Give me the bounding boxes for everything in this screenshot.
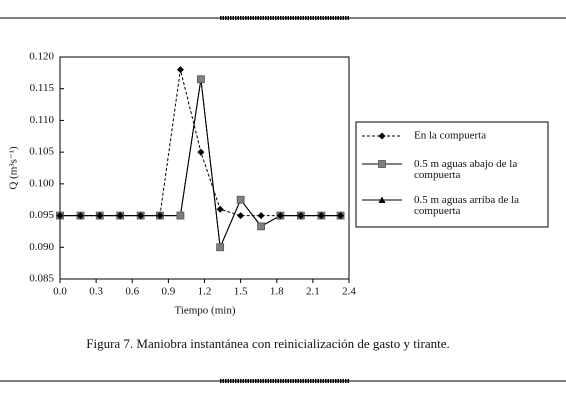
marker-diamond	[378, 132, 386, 140]
y-tick-label: 0.095	[29, 209, 54, 221]
marker-diamond	[176, 66, 184, 74]
plot-frame	[59, 56, 350, 280]
x-axis-label: Tiempo (min)	[174, 305, 235, 317]
marker-square	[257, 222, 265, 231]
marker-diamond	[297, 212, 305, 220]
legend-label: 0.5 m aguas arriba de la compuerta	[414, 194, 519, 217]
x-tick-label: 1.5	[234, 286, 248, 298]
marker-diamond	[56, 212, 64, 220]
marker-diamond	[76, 212, 84, 220]
marker-diamond	[116, 212, 124, 220]
legend-label: En la compuerta	[414, 130, 486, 142]
marker-square	[176, 211, 185, 220]
x-tick-label: 2.4	[342, 286, 356, 298]
y-axis-label: Q (m³s⁻¹)	[8, 146, 20, 190]
marker-square	[196, 75, 205, 84]
x-tick-label: 1.8	[270, 286, 284, 298]
legend-box	[355, 121, 549, 228]
marker-square	[236, 195, 245, 204]
marker-square	[378, 160, 386, 168]
y-tick-label: 0.100	[29, 177, 54, 189]
x-tick-label: 0.3	[89, 286, 103, 298]
y-tick-label: 0.110	[30, 114, 55, 126]
marker-diamond	[197, 148, 205, 156]
marker-diamond	[276, 212, 284, 220]
y-tick-label: 0.105	[29, 146, 54, 158]
legend-label: 0.5 m aguas abajo de la compuerta	[414, 158, 517, 181]
marker-diamond	[257, 212, 265, 220]
series-line	[60, 79, 341, 250]
x-tick-label: 1.2	[198, 286, 212, 298]
marker-square	[216, 243, 225, 252]
x-tick-label: 2.1	[306, 286, 320, 298]
series-line	[60, 69, 341, 217]
marker-diamond	[137, 212, 145, 220]
marker-diamond	[96, 212, 104, 220]
y-tick-label: 0.090	[29, 241, 54, 253]
y-tick-label: 0.085	[29, 273, 54, 285]
caption: Figura 7. Maniobra instantánea con reini…	[86, 336, 450, 351]
marker-diamond	[317, 212, 325, 220]
marker-triangle	[378, 196, 386, 203]
x-tick-label: 0.6	[125, 286, 139, 298]
y-tick-label: 0.115	[30, 82, 55, 94]
marker-diamond	[156, 212, 164, 220]
y-tick-label: 0.120	[29, 51, 54, 63]
marker-diamond	[216, 205, 224, 213]
marker-diamond	[237, 212, 245, 220]
x-tick-label: 0.0	[53, 286, 67, 298]
series-line	[60, 79, 341, 250]
marker-diamond	[337, 212, 345, 220]
x-tick-label: 0.9	[162, 286, 176, 298]
